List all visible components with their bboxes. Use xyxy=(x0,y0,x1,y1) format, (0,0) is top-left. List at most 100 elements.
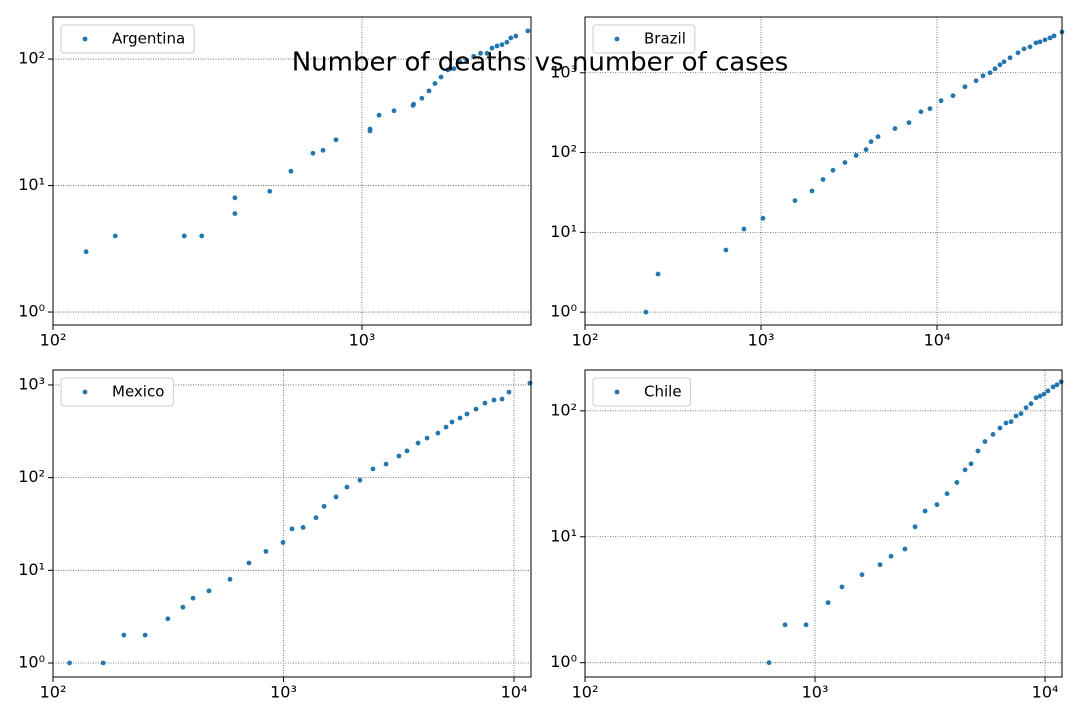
x-tick-label: 10³ xyxy=(802,683,829,702)
y-tick-label: 10¹ xyxy=(550,526,577,545)
point xyxy=(513,33,519,39)
point xyxy=(424,435,430,441)
point xyxy=(1007,55,1013,61)
point xyxy=(435,430,441,436)
point xyxy=(830,167,836,173)
point xyxy=(997,62,1003,68)
point xyxy=(1028,401,1034,407)
point xyxy=(982,439,988,444)
point xyxy=(199,233,205,239)
point xyxy=(100,660,106,666)
point xyxy=(464,411,470,417)
point xyxy=(997,425,1003,431)
point xyxy=(980,73,986,79)
point xyxy=(438,74,444,80)
point xyxy=(206,588,212,594)
point xyxy=(1041,391,1047,397)
point xyxy=(809,188,815,194)
point xyxy=(655,271,661,277)
point xyxy=(396,453,402,459)
point xyxy=(449,419,455,425)
y-tick-label: 10¹ xyxy=(18,560,45,579)
x-tick-label: 10⁴ xyxy=(924,331,951,350)
point xyxy=(912,524,918,530)
point xyxy=(877,562,883,568)
point xyxy=(443,424,449,430)
point xyxy=(508,35,514,41)
y-tick-label: 10³ xyxy=(550,62,577,81)
point xyxy=(112,233,118,239)
point xyxy=(1054,382,1060,388)
point xyxy=(888,553,894,559)
legend-box xyxy=(592,24,696,54)
point xyxy=(973,78,979,84)
point xyxy=(411,101,417,107)
y-tick-label: 10⁰ xyxy=(550,652,577,671)
subplot: 10² 10³ 10⁴ 10⁰ 10¹ 10² Chile xyxy=(550,369,1064,702)
point xyxy=(975,448,981,454)
point xyxy=(457,415,463,421)
y-tick-label: 10² xyxy=(18,49,45,68)
point xyxy=(1050,384,1056,390)
plot-area xyxy=(585,370,1062,677)
legend: Chile xyxy=(592,377,692,407)
point xyxy=(987,70,993,76)
plot-area xyxy=(585,17,1062,325)
point xyxy=(938,98,944,104)
point xyxy=(868,139,874,145)
point xyxy=(313,515,319,521)
point xyxy=(1027,44,1033,50)
point xyxy=(415,440,421,446)
point xyxy=(491,397,497,403)
point xyxy=(1008,419,1014,425)
point xyxy=(451,66,457,72)
point xyxy=(863,147,869,152)
legend-box xyxy=(592,377,692,407)
point xyxy=(482,400,488,406)
figure-title: Number of deaths vs number of cases xyxy=(292,48,789,78)
point xyxy=(471,53,477,59)
x-tick-label: 10⁴ xyxy=(501,683,528,702)
legend-marker xyxy=(82,389,88,395)
point xyxy=(499,42,505,48)
point xyxy=(859,572,865,578)
point xyxy=(357,477,363,483)
axes-frame xyxy=(584,16,1063,326)
y-tick-label: 10³ xyxy=(18,374,45,393)
x-tick-label: 10² xyxy=(572,683,599,702)
point xyxy=(825,600,831,606)
point xyxy=(527,380,533,386)
point xyxy=(839,584,845,590)
point xyxy=(918,109,924,115)
x-tick-label: 10² xyxy=(40,331,67,350)
point xyxy=(246,560,252,566)
subplot: 10² 10³ 10⁰ 10¹ 10² Argentina xyxy=(18,16,532,350)
legend-label: Chile xyxy=(644,383,682,401)
point xyxy=(67,660,72,666)
point xyxy=(267,188,273,194)
point xyxy=(962,467,968,473)
point xyxy=(1023,405,1029,411)
point xyxy=(892,126,898,131)
point xyxy=(803,622,809,628)
point xyxy=(263,548,269,554)
point xyxy=(289,526,295,532)
point xyxy=(142,632,148,638)
point xyxy=(820,177,826,182)
axes-frame xyxy=(52,369,532,678)
point xyxy=(1015,50,1021,56)
x-tick-label: 10³ xyxy=(270,683,297,702)
point xyxy=(344,484,350,490)
legend: Brazil xyxy=(592,24,696,54)
point xyxy=(968,461,974,467)
point xyxy=(1045,388,1051,394)
point xyxy=(484,50,490,56)
point xyxy=(792,198,798,203)
point xyxy=(333,137,339,143)
point xyxy=(1037,393,1043,399)
point xyxy=(1051,33,1057,39)
point xyxy=(280,540,286,545)
axes-frame xyxy=(584,369,1063,678)
point xyxy=(1018,411,1024,417)
point xyxy=(165,616,171,622)
